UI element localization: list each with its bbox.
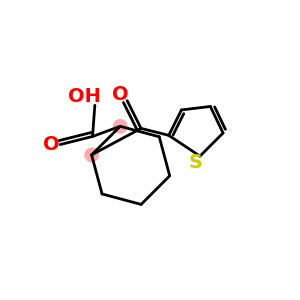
Text: O: O bbox=[43, 135, 60, 154]
Text: S: S bbox=[188, 153, 202, 172]
Circle shape bbox=[84, 148, 99, 162]
Circle shape bbox=[113, 119, 128, 134]
Text: OH: OH bbox=[68, 87, 101, 106]
Text: O: O bbox=[112, 85, 129, 104]
